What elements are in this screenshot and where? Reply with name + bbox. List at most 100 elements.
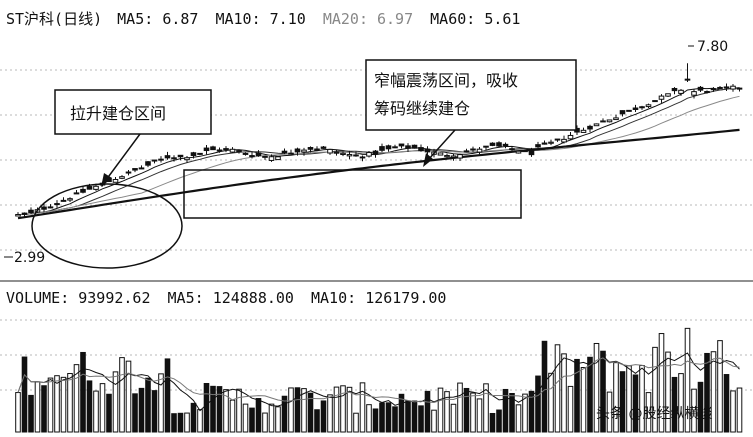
candle-body — [606, 119, 613, 123]
volume-bar — [574, 358, 580, 433]
volume-ma-lines — [17, 352, 740, 412]
candle-body — [73, 192, 80, 195]
candle-body — [353, 154, 359, 157]
volume-bar — [171, 413, 177, 433]
candle-body — [528, 150, 535, 156]
volume-bar — [47, 377, 54, 433]
volume-bar — [600, 350, 606, 433]
volume-bar — [730, 390, 736, 433]
callout-left-box — [54, 89, 212, 135]
candle-body — [704, 91, 710, 94]
volume-bar — [736, 387, 743, 433]
candle-body — [561, 138, 567, 143]
ma10-value: 7.10 — [270, 10, 306, 28]
volume-bar — [671, 376, 678, 433]
volume-bar — [431, 409, 437, 433]
volume-bar — [112, 371, 119, 433]
candle-body — [379, 146, 385, 151]
candle-body — [15, 213, 21, 217]
volume-bar — [457, 382, 463, 433]
candle-body — [437, 152, 444, 156]
vol-ma10-label: MA10 — [311, 289, 347, 307]
volume-bar — [561, 353, 567, 433]
volume-bar — [626, 365, 632, 433]
candle-body — [333, 151, 340, 154]
candle-body — [600, 120, 606, 123]
volume-bar — [54, 375, 60, 433]
volume-bar — [483, 383, 489, 433]
volume-bar — [28, 394, 34, 433]
volume-bar — [567, 385, 574, 433]
candle-body — [580, 129, 587, 133]
callout-left-text: 拉升建仓区间 — [70, 104, 166, 123]
volume-bar — [697, 381, 704, 433]
candle-body — [158, 158, 164, 161]
volume-bar — [470, 392, 476, 433]
candle-body — [216, 149, 223, 152]
volume-bar — [645, 392, 652, 433]
candle-body — [502, 143, 509, 147]
volume-bar — [314, 409, 320, 433]
candle-body — [80, 188, 86, 193]
candle-body — [60, 199, 67, 202]
callout-right-line2: 筹码继续建仓 — [374, 99, 470, 118]
volume-bar — [366, 404, 372, 433]
candle-body — [255, 152, 262, 157]
volume-bar — [223, 389, 229, 433]
candle-body — [717, 86, 723, 89]
volume-bar — [197, 409, 203, 433]
ma60-value: 5.61 — [484, 10, 520, 28]
callout-right-box — [365, 59, 577, 131]
candle-body — [359, 156, 366, 159]
volume-bar — [632, 374, 639, 433]
volume-bar — [684, 327, 691, 433]
volume-bar — [405, 400, 411, 433]
candle-body — [86, 186, 93, 190]
volume-bar — [301, 388, 307, 433]
candle-body — [535, 144, 541, 148]
volume-bar — [346, 386, 353, 433]
volume-bar — [151, 390, 158, 433]
candle-body — [249, 155, 255, 158]
candle-body — [522, 150, 528, 153]
volume-bar — [281, 395, 288, 433]
candle-body — [314, 148, 320, 151]
candle-body — [418, 147, 424, 152]
volume-bar — [392, 406, 398, 433]
candle-body — [496, 142, 502, 147]
candle-body — [645, 104, 652, 108]
volume-bar — [613, 362, 619, 433]
volume-bar — [190, 402, 197, 433]
ma60-line — [17, 128, 740, 220]
candle-body — [736, 87, 743, 90]
candle-body — [47, 206, 54, 209]
volume-bar — [242, 403, 249, 433]
candle-body — [132, 168, 138, 171]
volume-bar — [15, 392, 21, 433]
volume-header: VOLUME: 93992.62 MA5: 124888.00 MA10: 12… — [6, 289, 446, 307]
volume-bar — [236, 388, 242, 433]
volume-bar — [268, 403, 275, 433]
candle-body — [476, 148, 483, 153]
volume-bar — [41, 385, 47, 433]
volume-bar — [125, 360, 132, 433]
volume-bar — [320, 400, 327, 433]
volume-bar — [184, 412, 190, 433]
volume-bar — [450, 403, 457, 433]
volume-bar — [203, 382, 210, 433]
volume-bar — [723, 374, 730, 433]
volume-bar — [509, 392, 515, 433]
candle-body — [632, 107, 639, 110]
price-header: ST沪科(日线) MA5: 6.87 MA10: 7.10 MA20: 6.97… — [6, 10, 520, 28]
accumulation-ellipse — [31, 183, 183, 269]
candle-body — [457, 154, 463, 159]
callout-left-arrow — [105, 133, 141, 181]
candle-body — [548, 141, 554, 144]
volume-bar — [229, 399, 236, 433]
candle-body — [463, 150, 470, 153]
volume-bar — [411, 400, 418, 433]
candle-body — [281, 150, 288, 154]
candle-body — [593, 123, 600, 127]
volume-bar — [717, 340, 723, 433]
